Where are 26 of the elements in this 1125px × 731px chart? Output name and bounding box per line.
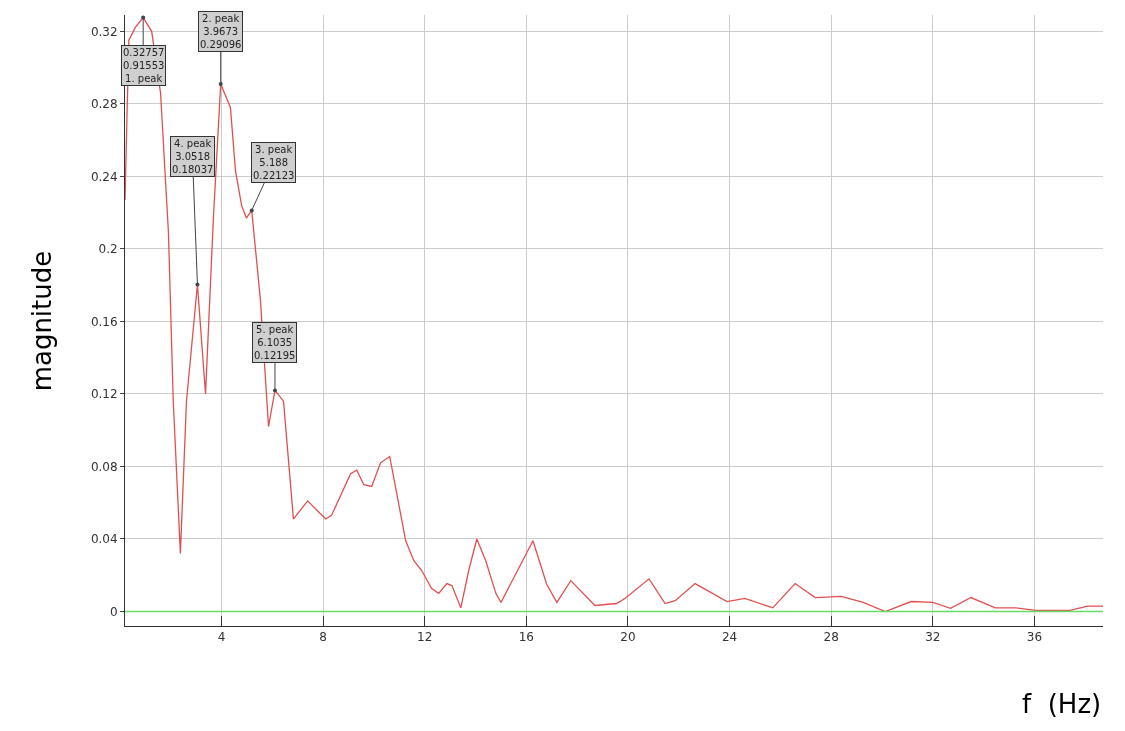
annotation: 5. peak 6.1035 0.12195 [254, 324, 296, 361]
annotation: 4. peak 3.0518 0.18037 [172, 138, 214, 175]
y-tick-label: 0.24 [90, 169, 118, 184]
annotation: 3. peak 5.188 0.22123 [253, 144, 295, 181]
x-tick-label: 24 [721, 630, 738, 645]
y-tick-label: 0.28 [90, 97, 118, 112]
y-tick-label: 0.2 [98, 242, 118, 257]
y-tick-label: 0 [109, 604, 118, 619]
x-tick-label: 8 [319, 630, 327, 645]
y-tick-label: 0.16 [90, 314, 118, 329]
line-series [125, 16, 1103, 613]
x-tick-label: 16 [518, 630, 534, 645]
x-tick-label: 36 [1026, 630, 1043, 645]
x-tick-label: 4 [217, 630, 226, 645]
y-tick-label: 0.08 [90, 459, 118, 474]
annotation: 2. peak 3.9673 0.29096 [200, 13, 242, 50]
annotation: 0.32757 0.91553 1. peak [123, 47, 165, 84]
x-tick-label: 12 [417, 630, 433, 645]
y-tick-label: 0.04 [90, 532, 118, 547]
y-tick-label: 0.12 [90, 387, 118, 402]
x-tick-label: 28 [823, 630, 839, 645]
y-tick-label: 0.32 [90, 24, 118, 39]
x-tick-label: 20 [620, 630, 636, 645]
x-tick-label: 32 [925, 630, 941, 645]
x-axis-title: f (Hz) [1022, 689, 1102, 719]
y-axis-title: magnitude [27, 250, 58, 392]
